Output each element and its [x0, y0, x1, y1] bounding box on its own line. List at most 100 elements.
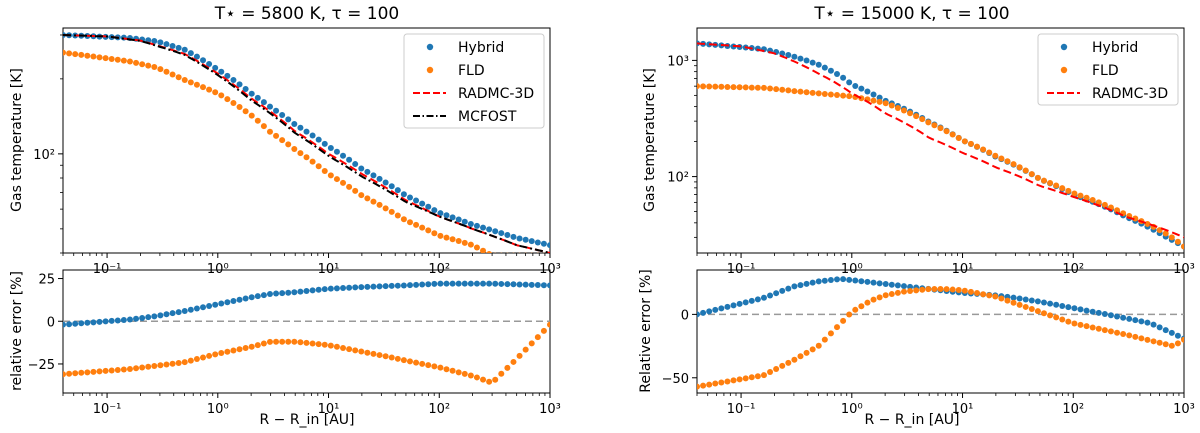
p1-bottom-hybrid-point [1114, 313, 1121, 320]
p1-bottom-fld-point [846, 311, 853, 318]
p0-bottom-fld-point [212, 351, 219, 358]
p1-top-fld-point [785, 87, 792, 94]
p1-bottom-hybrid-point [697, 311, 700, 318]
p1-top-fld-point [1040, 177, 1047, 184]
p0-bottom-hybrid-point [248, 294, 255, 301]
p1-top-fld-point [827, 91, 834, 98]
p1-bottom-fld-point [754, 373, 761, 380]
p1-bottom-fld-point [827, 330, 834, 337]
p0-top-fld-point [242, 108, 249, 115]
p1-top-fld-point [900, 107, 907, 114]
p1-bottom-hybrid-point [882, 281, 889, 288]
p0-top-fld-point [315, 163, 322, 170]
p1-top-fld-point [736, 84, 743, 91]
p0-bottom-hybrid-point [260, 292, 267, 299]
p1-top-hybrid-point [815, 61, 822, 68]
p0-bottom-hybrid-point [547, 282, 550, 289]
p0-bottom-fld-point [547, 321, 550, 328]
p0-top-fld-point [500, 252, 503, 253]
p0-top-fld-point [382, 205, 389, 212]
p0-bottom-fld-point [352, 347, 359, 354]
p1-top-fld-point [718, 83, 725, 90]
p0-top-hybrid-point [346, 156, 353, 163]
p1-bottom-hybrid-point [1150, 321, 1157, 328]
p0-bottom-hybrid-point [400, 282, 407, 289]
p1-top-fld-point [821, 90, 828, 97]
p0-bottom-fld-point [419, 360, 426, 367]
p1-bottom-fld-point [1174, 340, 1181, 347]
p0-bottom-fld-point [522, 346, 529, 353]
p0-bottom-hybrid-point [291, 289, 298, 296]
p0-bottom-hybrid-point [346, 284, 353, 291]
p1-bottom-ytick-label: 0 [681, 308, 689, 323]
p0-bottom-hybrid-point [540, 282, 547, 289]
p1-bottom-fld-point [931, 286, 938, 293]
p0-top-fld-point [248, 112, 255, 119]
p0-bottom-hybrid-point [327, 285, 334, 292]
p1-bottom-fld-point [1114, 329, 1121, 336]
p1-top-hybrid-point [852, 82, 859, 89]
p0-bottom-hybrid-point [200, 304, 207, 311]
p1-top-fld-point [925, 119, 932, 126]
p0-top-fld-point [236, 104, 243, 111]
right-panel: T⋆ = 15000 K, τ = 100 Gas temperature [K… [638, 4, 1195, 428]
p1-bottom-fld-point [1065, 318, 1072, 325]
right-legend-marker-hybrid [1060, 43, 1068, 51]
p1-top-hybrid-point [858, 85, 865, 92]
p0-bottom-fld-point [540, 327, 547, 334]
p1-top-fld-point [961, 138, 968, 145]
p1-top-fld-point [919, 116, 926, 123]
p0-top-hybrid-point [187, 50, 194, 57]
p1-bottom-hybrid-point [894, 282, 901, 289]
p1-top-fld-point [1101, 201, 1108, 208]
p0-top-hybrid-point [534, 239, 541, 246]
p0-bottom-fld-point [516, 352, 523, 359]
p0-top-hybrid-point [230, 77, 237, 84]
p1-bottom-fld-point [718, 379, 725, 386]
p1-bottom-fld-point [913, 287, 920, 294]
p0-bottom-fld-point [480, 376, 487, 383]
p1-bottom-hybrid-point [1083, 307, 1090, 314]
p1-bottom-fld-point [1150, 338, 1157, 345]
p1-bottom-hybrid-point [767, 292, 774, 299]
p1-bottom-fld-point [1156, 339, 1163, 346]
p0-top-fld-point [473, 244, 480, 251]
p0-bottom-hybrid-point [254, 293, 261, 300]
p0-bottom-hybrid-point [358, 284, 365, 291]
p0-bottom-fld-point [145, 363, 152, 370]
p1-top-fld-point [870, 97, 877, 104]
p1-bottom-hybrid-point [1059, 302, 1066, 309]
p1-top-fld-point [1053, 182, 1060, 189]
p0-top-hybrid-point [297, 124, 304, 131]
p1-bottom-hybrid-point [870, 279, 877, 286]
right-top-plot: Gas temperature [K] 10⁻¹ 10⁰ 10¹ 10² 10³10²1… [642, 27, 1195, 277]
p1-bottom-fld-point [797, 353, 804, 360]
p1-bottom-fld-point [767, 369, 774, 376]
p1-top-fld-point [748, 84, 755, 91]
right-bottom-ylabel: Relative error [%] [638, 269, 654, 392]
p1-top-fld-point [937, 125, 944, 132]
p0-top-fld-point [467, 241, 474, 248]
p1-bottom-fld-point [986, 292, 993, 299]
p0-top-fld-point [400, 216, 407, 223]
p1-bottom-fld-point [821, 336, 828, 343]
p0-top-fld-point [340, 179, 347, 186]
p1-bottom-hybrid-point [1022, 296, 1029, 303]
p1-top-fld-point [754, 84, 761, 91]
p0-top-fld-point [187, 79, 194, 86]
p0-bottom-fld-point [461, 370, 468, 377]
p1-bottom-hybrid-point [821, 277, 828, 284]
p1-bottom-hybrid-point [1077, 306, 1084, 313]
p0-bottom-hybrid-point [218, 300, 225, 307]
p1-top-fld-point [730, 84, 737, 91]
p1-bottom-fld-point [773, 365, 780, 372]
p1-top-fld-point [882, 100, 889, 107]
p1-top-fld-point [876, 98, 883, 105]
p0-top-fld-point [530, 252, 533, 253]
p1-bottom-fld-point [925, 286, 932, 293]
p1-bottom-fld-point [700, 382, 707, 389]
p1-top-fld-point [943, 128, 950, 135]
p0-top-fld-point [394, 212, 401, 219]
p1-bottom-hybrid-point [876, 280, 883, 287]
p0-top-hybrid-point [358, 165, 365, 172]
